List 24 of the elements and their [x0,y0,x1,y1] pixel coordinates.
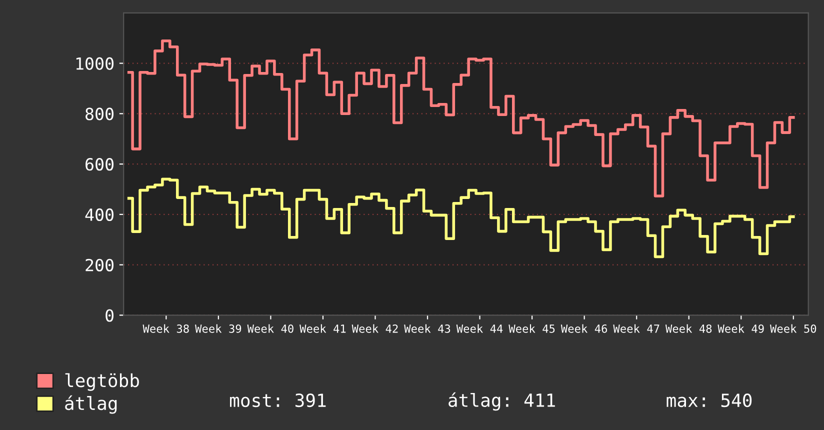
y-tick-label: 200 [86,258,114,272]
y-tick-label: 1000 [76,57,114,70]
x-tick-label: Week 50 [770,324,816,333]
x-tick-label: Week 40 [247,324,294,333]
x-tick-label: Week 44 [456,324,503,333]
x-tick-label: Week 49 [718,324,764,333]
text: max: 540 [666,393,752,408]
text: átlag: 411 [448,392,555,411]
y-tick-label: 400 [85,208,114,222]
x-tick-label: Week 48 [665,324,712,333]
x-tick-label: Week 42 [352,324,398,333]
x-tick-label: Week 46 [560,324,608,333]
x-tick-label: Week 38 [142,324,189,333]
x-tick-label: Week 45 [508,324,555,333]
x-tick-label: Week 43 [404,324,450,333]
x-tick-label: Week 41 [300,324,346,333]
legend-label: átlag [65,395,117,414]
y-tick-label: 600 [86,158,114,171]
y-tick-label: 800 [86,108,114,120]
x-tick-label: Week 39 [195,324,242,333]
text: most: 391 [230,393,326,408]
legend-label: legtöbb [65,373,139,391]
y-tick-label: 0 [106,309,114,322]
x-tick-label: Week 47 [613,324,660,333]
